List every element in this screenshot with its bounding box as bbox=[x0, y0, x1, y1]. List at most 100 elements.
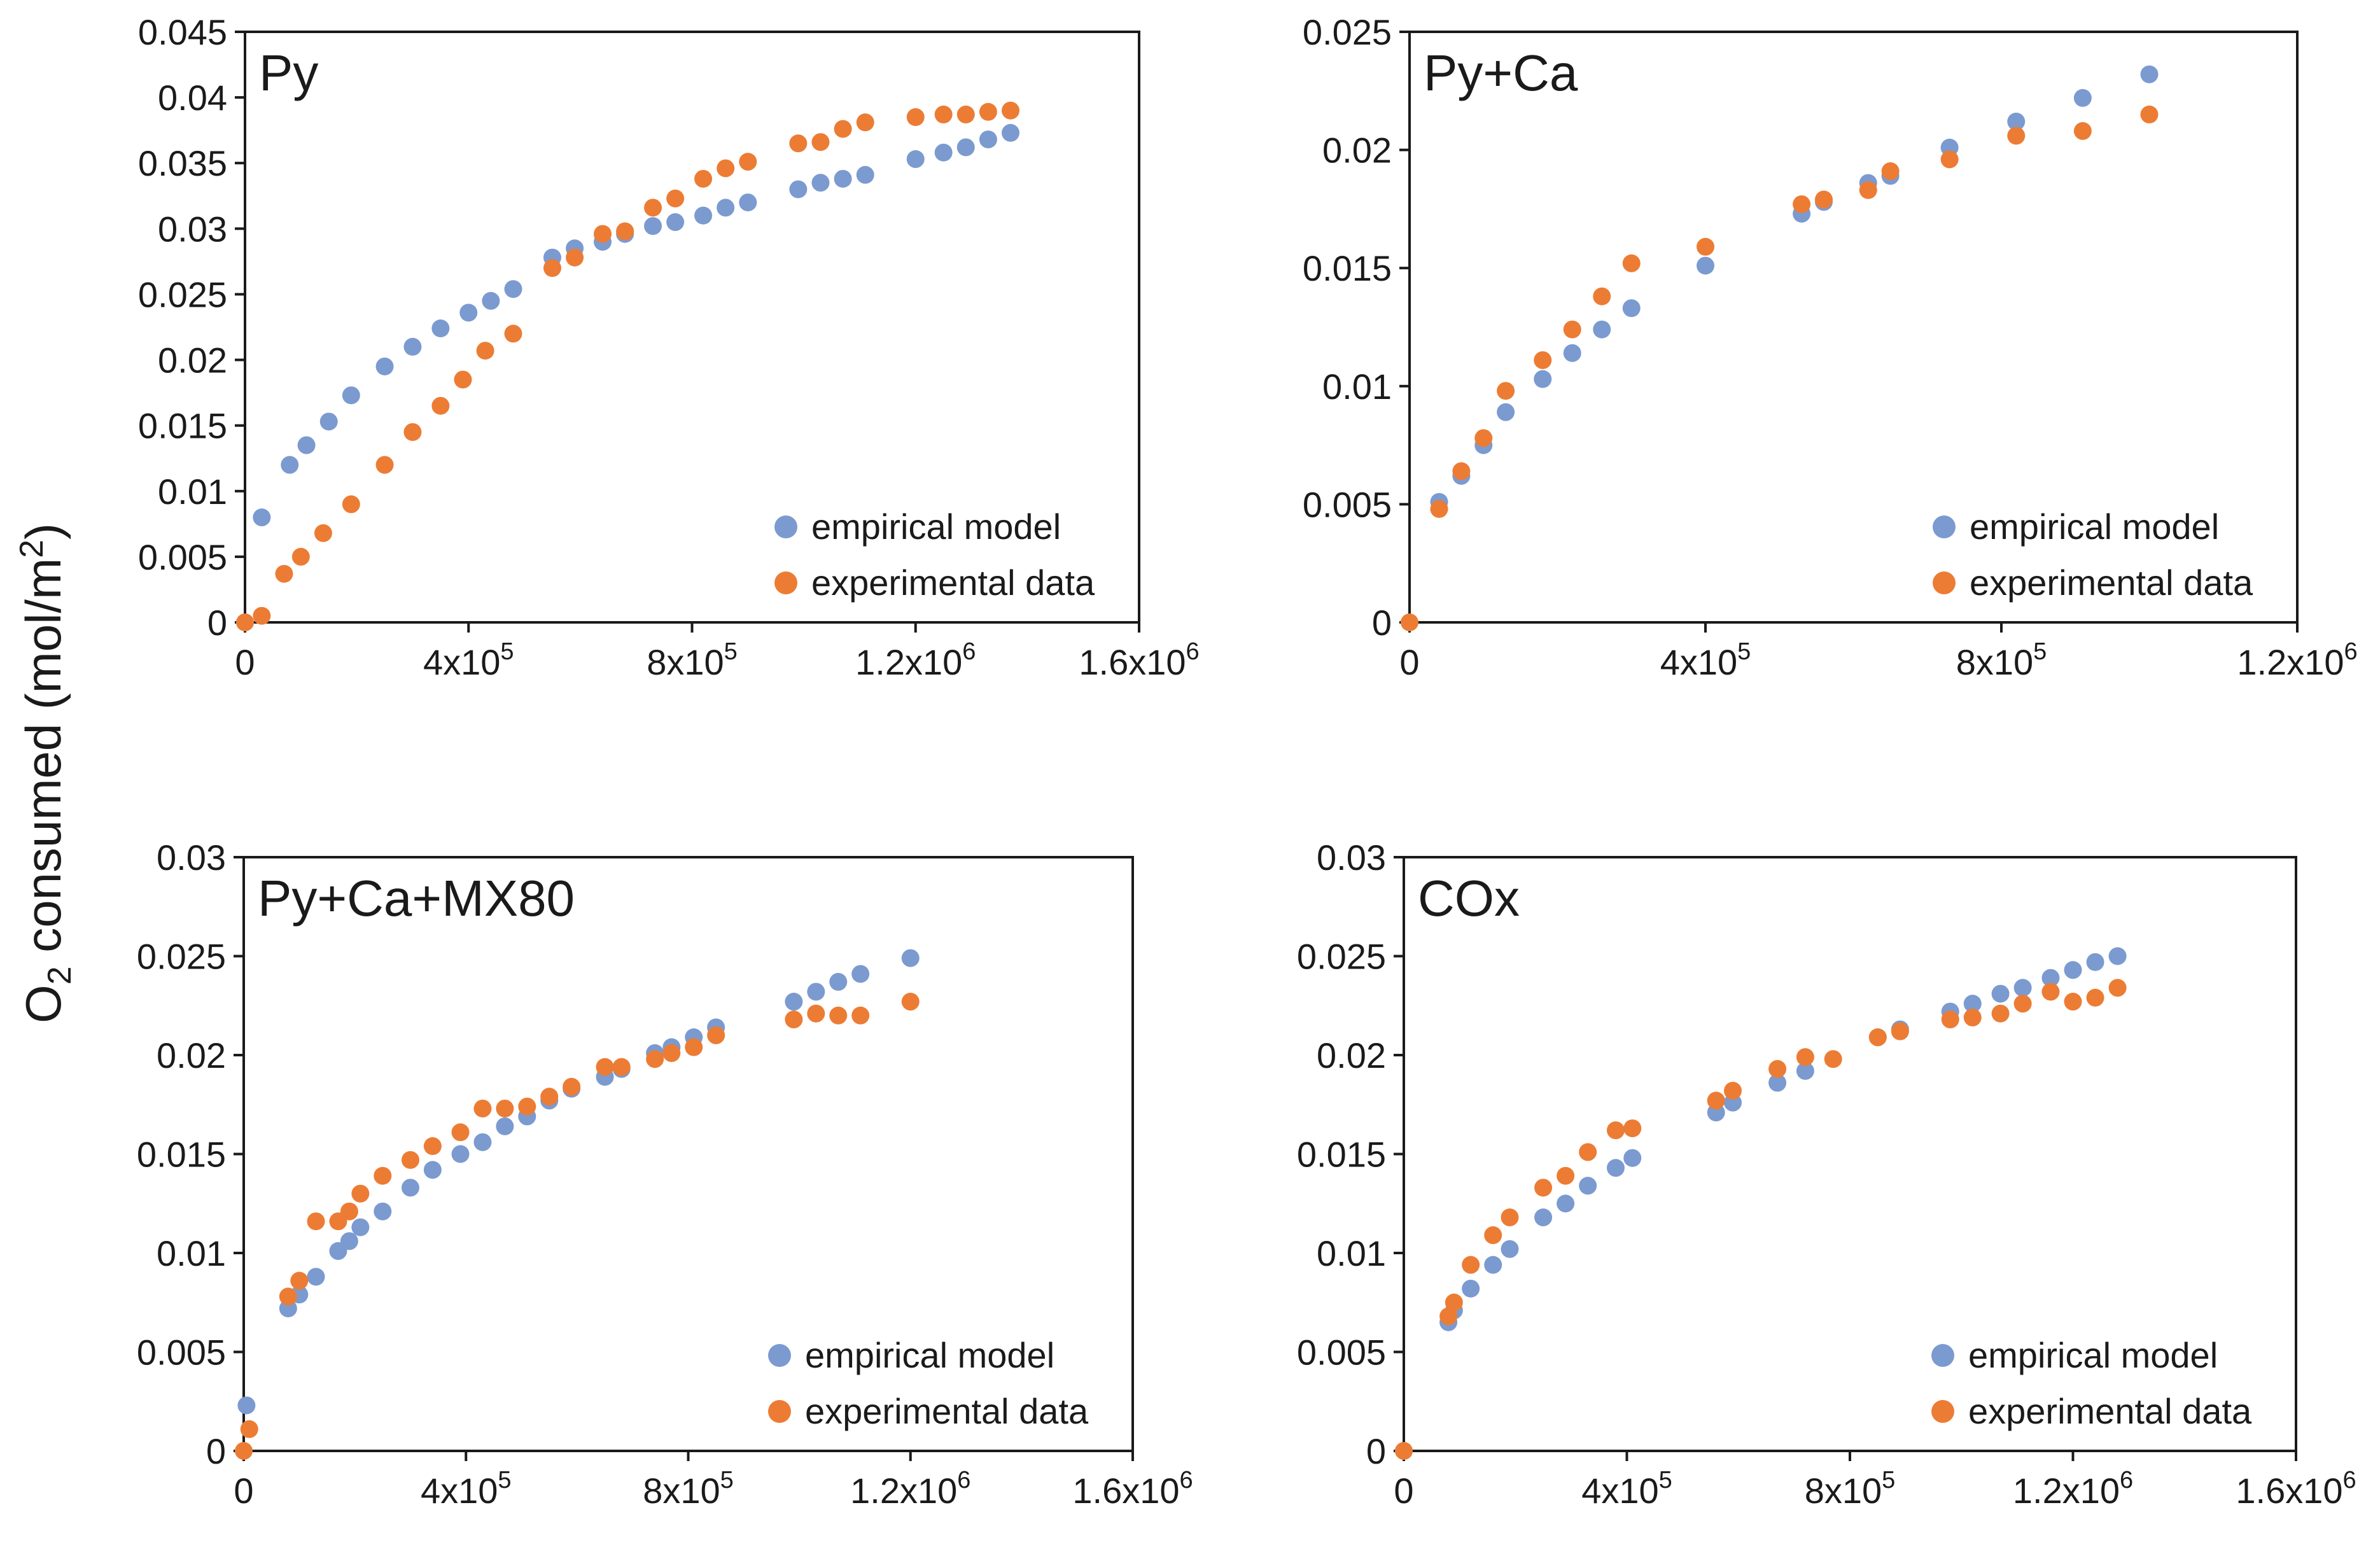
data-point bbox=[646, 1050, 664, 1068]
data-point bbox=[1534, 351, 1552, 369]
data-point bbox=[1623, 1119, 1642, 1138]
data-point bbox=[644, 217, 662, 235]
data-point bbox=[2041, 983, 2060, 1001]
data-point bbox=[612, 1058, 631, 1076]
data-point bbox=[307, 1212, 325, 1231]
data-point bbox=[351, 1184, 370, 1203]
y-tick-label: 0.025 bbox=[137, 937, 226, 977]
data-point bbox=[1768, 1060, 1787, 1078]
data-point bbox=[1697, 237, 1714, 256]
legend-marker bbox=[774, 571, 797, 594]
legend: empirical model experimental data bbox=[774, 507, 1095, 603]
x-tick-label: 0 bbox=[1399, 642, 1419, 682]
data-point bbox=[1793, 195, 1811, 213]
chart-panels: 0 0.005 0.01 0.015 0.02 0.025 0.03 0.035 0.04 0.0… bbox=[137, 12, 2358, 1511]
y-tick-label: 0.015 bbox=[1303, 248, 1392, 288]
data-point bbox=[307, 1268, 325, 1286]
data-point bbox=[279, 1287, 297, 1306]
data-point bbox=[566, 248, 584, 267]
data-point bbox=[707, 1026, 725, 1044]
data-point bbox=[496, 1099, 514, 1117]
data-point bbox=[281, 456, 299, 474]
legend-label: experimental data bbox=[805, 1391, 1089, 1431]
data-point bbox=[403, 337, 422, 356]
y-tick-label: 0.03 bbox=[1317, 837, 1386, 878]
data-point bbox=[1579, 1143, 1597, 1161]
legend-label: empirical model bbox=[1970, 507, 2219, 547]
y-tick-label: 0.01 bbox=[1322, 367, 1392, 407]
series-empirical-model bbox=[237, 949, 920, 1415]
x-tick-label: 0 bbox=[235, 642, 255, 682]
data-point bbox=[431, 396, 450, 415]
ylabel-superscript: 2 bbox=[13, 540, 50, 558]
data-point bbox=[1891, 1022, 1909, 1040]
x-tick-label: 0 bbox=[234, 1471, 253, 1511]
data-point bbox=[901, 949, 920, 967]
data-point bbox=[2140, 105, 2159, 123]
data-point bbox=[934, 143, 953, 162]
y-tick-label: 0.015 bbox=[137, 1135, 226, 1175]
data-point bbox=[739, 153, 757, 171]
data-point bbox=[1593, 320, 1611, 339]
data-point bbox=[956, 138, 975, 157]
data-point bbox=[540, 1088, 559, 1106]
data-point bbox=[811, 174, 830, 192]
data-point bbox=[375, 357, 394, 375]
x-tick-label: 1.6x106 bbox=[1072, 1467, 1193, 1511]
data-point bbox=[1497, 382, 1515, 400]
data-point bbox=[1606, 1121, 1625, 1140]
data-point bbox=[906, 108, 925, 127]
data-point bbox=[2007, 127, 2026, 145]
data-point bbox=[666, 189, 685, 207]
data-point bbox=[694, 169, 713, 188]
x-tick-label: 4x105 bbox=[421, 1467, 512, 1511]
data-point bbox=[1474, 429, 1493, 447]
y-tick-label: 0.025 bbox=[1297, 937, 1386, 977]
data-point bbox=[1534, 1179, 1553, 1197]
x-tick-label: 4x105 bbox=[423, 638, 514, 682]
data-point bbox=[811, 133, 830, 151]
data-point bbox=[275, 564, 293, 583]
data-point bbox=[856, 113, 874, 132]
data-point bbox=[482, 291, 500, 310]
data-point bbox=[2108, 979, 2127, 997]
data-point bbox=[1623, 1149, 1642, 1167]
data-point bbox=[1963, 995, 1982, 1013]
legend: empirical model experimental data bbox=[1931, 1335, 2252, 1431]
data-point bbox=[1395, 1442, 1413, 1460]
series-experimental-data bbox=[1395, 979, 2127, 1460]
y-tick-label: 0.01 bbox=[157, 1233, 226, 1273]
panel-title: Py+Ca bbox=[1424, 45, 1578, 101]
y-tick-label: 0.02 bbox=[1317, 1035, 1386, 1075]
data-point bbox=[1697, 256, 1714, 275]
chart-panel: 0 0.005 0.01 0.015 0.02 0.025 0.03 0 4x105 8x105 1… bbox=[1297, 837, 2356, 1511]
y-tick-label: 0.01 bbox=[158, 472, 227, 512]
data-point bbox=[1991, 984, 2010, 1003]
data-point bbox=[1484, 1256, 1502, 1274]
data-point bbox=[319, 412, 338, 431]
series-empirical-model bbox=[1430, 65, 2159, 511]
data-point bbox=[1430, 500, 1448, 518]
data-point bbox=[2140, 65, 2159, 83]
data-point bbox=[351, 1218, 370, 1236]
x-tick-label: 1.2x106 bbox=[850, 1467, 970, 1511]
legend-label: empirical model bbox=[1968, 1335, 2218, 1375]
chart-panel: 0 0.005 0.01 0.015 0.02 0.025 0.03 0 4x105 8x105 1… bbox=[137, 837, 1193, 1511]
data-point bbox=[476, 342, 494, 360]
chart-panel: 0 0.005 0.01 0.015 0.02 0.025 0 4x105 8x105 1.2x1… bbox=[1303, 12, 2358, 682]
data-point bbox=[374, 1166, 392, 1185]
data-point bbox=[423, 1137, 442, 1156]
data-point bbox=[2013, 995, 2032, 1013]
data-point bbox=[717, 159, 735, 178]
y-axis-label: O2 consumed (mol/m2) bbox=[13, 523, 78, 1023]
data-point bbox=[2086, 988, 2104, 1007]
legend-label: empirical model bbox=[811, 507, 1061, 547]
data-point bbox=[662, 1044, 681, 1062]
data-point bbox=[1445, 1293, 1463, 1312]
y-tick-label: 0.015 bbox=[1297, 1135, 1386, 1175]
data-point bbox=[235, 1442, 253, 1460]
data-point bbox=[2064, 961, 2082, 979]
chart-panel: 0 0.005 0.01 0.015 0.02 0.025 0.03 0.035 0.04 0.0… bbox=[138, 12, 1200, 682]
data-point bbox=[856, 165, 874, 184]
data-point bbox=[451, 1123, 470, 1142]
